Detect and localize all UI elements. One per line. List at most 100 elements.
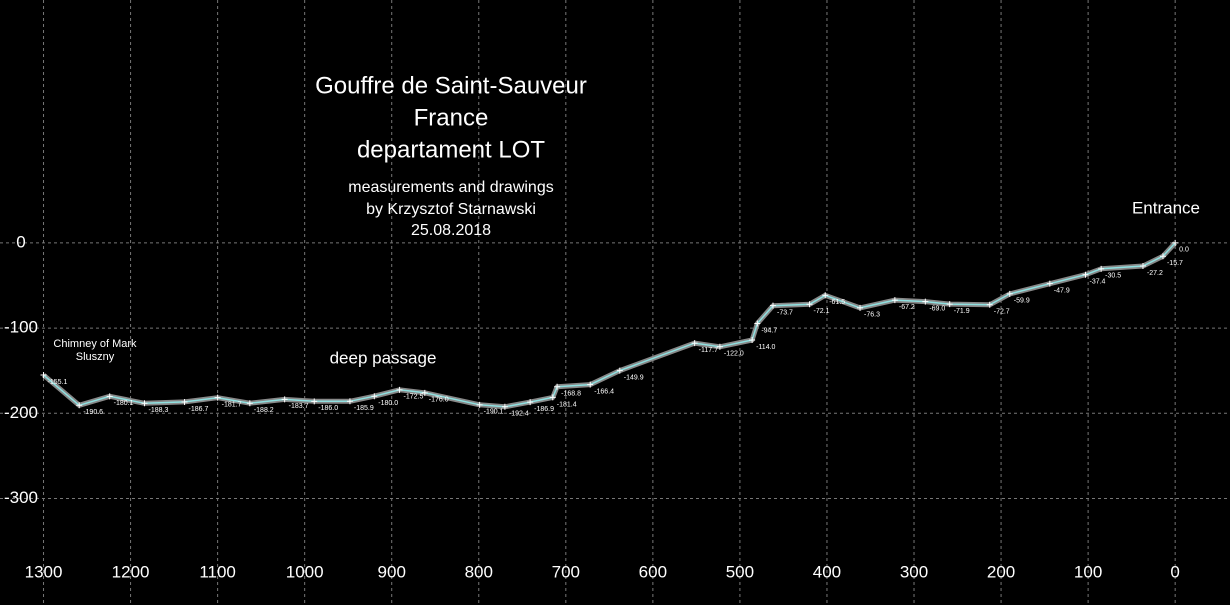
station-label: -27.2 — [1147, 270, 1163, 277]
station — [311, 398, 318, 405]
station — [1006, 290, 1013, 297]
x-tick-label: 600 — [639, 562, 667, 581]
station — [922, 298, 929, 305]
station-label: -188.3 — [149, 407, 169, 414]
x-tick-label: 0 — [1170, 562, 1179, 581]
station-label: -71.9 — [954, 308, 970, 315]
station-label: -172.5 — [404, 394, 424, 401]
station-label: -166.4 — [594, 388, 614, 395]
station — [946, 301, 953, 308]
station — [769, 302, 776, 309]
station-label: -30.5 — [1105, 273, 1121, 280]
station — [527, 399, 534, 406]
station-label: -69.0 — [929, 305, 945, 312]
station — [986, 301, 993, 308]
station — [1139, 263, 1146, 270]
station-label: -181.7 — [222, 402, 242, 409]
station-label: -61.5 — [829, 299, 845, 306]
x-tick-label: 200 — [987, 562, 1015, 581]
station — [716, 343, 723, 350]
x-tick-label: 400 — [813, 562, 841, 581]
station-label: -59.9 — [1014, 298, 1030, 305]
station-label: -192.4 — [509, 411, 529, 418]
station — [549, 394, 556, 401]
station-label: -186.0 — [318, 405, 338, 412]
station-label: -73.7 — [777, 309, 793, 316]
station-label: -183.7 — [289, 403, 309, 410]
station — [1082, 271, 1089, 278]
station-label: -186.9 — [534, 406, 554, 413]
station-label: -15.7 — [1167, 260, 1183, 267]
station-label: -176.0 — [429, 397, 449, 404]
title-line: Gouffre de Saint-Sauveur — [315, 72, 587, 99]
station — [281, 396, 288, 403]
annotation: deep passage — [330, 348, 437, 367]
station — [106, 393, 113, 400]
station — [822, 292, 829, 299]
station — [1172, 239, 1179, 246]
station-label: -190.1 — [484, 409, 504, 416]
x-tick-label: 100 — [1074, 562, 1102, 581]
station — [1098, 265, 1105, 272]
station-label: -117.7 — [699, 347, 718, 354]
station — [76, 402, 83, 409]
station — [371, 393, 378, 400]
station-label: -188.2 — [254, 407, 274, 414]
station — [246, 400, 253, 407]
title-line: France — [414, 104, 489, 131]
x-tick-label: 800 — [465, 562, 493, 581]
x-tick-label: 500 — [726, 562, 754, 581]
station — [396, 386, 403, 393]
station — [40, 372, 47, 379]
station-label: -67.2 — [899, 304, 915, 311]
station — [754, 320, 761, 327]
x-tick-label: 1000 — [286, 562, 324, 581]
credit-line: measurements and drawings — [348, 179, 553, 196]
station-label: -185.9 — [354, 405, 374, 412]
station — [616, 367, 623, 374]
x-tick-label: 1300 — [25, 562, 63, 581]
station — [857, 304, 864, 311]
station — [587, 381, 594, 388]
annotation: Entrance — [1132, 198, 1200, 217]
station-label: -94.7 — [761, 327, 777, 334]
station — [214, 394, 221, 401]
x-tick-label: 300 — [900, 562, 928, 581]
x-tick-label: 900 — [378, 562, 406, 581]
station — [891, 297, 898, 304]
station-label: -72.7 — [994, 309, 1010, 316]
station-label: -186.7 — [189, 406, 209, 413]
station-label: -122.0 — [724, 351, 744, 358]
x-tick-label: 700 — [552, 562, 580, 581]
station-label: -155.1 — [48, 379, 68, 386]
y-tick-label: -100 — [4, 318, 38, 337]
credit-line: 25.08.2018 — [411, 222, 491, 239]
station — [421, 389, 428, 396]
x-tick-label: 1100 — [199, 562, 236, 581]
station-label: -114.0 — [756, 344, 775, 351]
survey-line — [43, 242, 1176, 408]
x-tick-label: 1200 — [112, 562, 150, 581]
station — [501, 403, 508, 410]
station-label: -37.4 — [1089, 279, 1105, 286]
passage-band — [41, 241, 1178, 410]
station-label: -168.8 — [561, 391, 581, 398]
station — [476, 401, 483, 408]
station-label: -180.0 — [378, 400, 398, 407]
title-line: departament LOT — [357, 136, 545, 163]
station — [806, 301, 813, 308]
station-label: -72.1 — [814, 308, 830, 315]
station — [346, 398, 353, 405]
station — [1159, 253, 1166, 260]
station — [141, 400, 148, 407]
station-label: -180.1 — [114, 400, 134, 407]
station-label: 0.0 — [1179, 247, 1189, 254]
y-tick-label: 0 — [16, 232, 25, 251]
station — [1046, 280, 1053, 287]
station — [749, 336, 756, 343]
station-label: -149.9 — [624, 374, 644, 381]
station-label: -76.3 — [864, 312, 880, 319]
